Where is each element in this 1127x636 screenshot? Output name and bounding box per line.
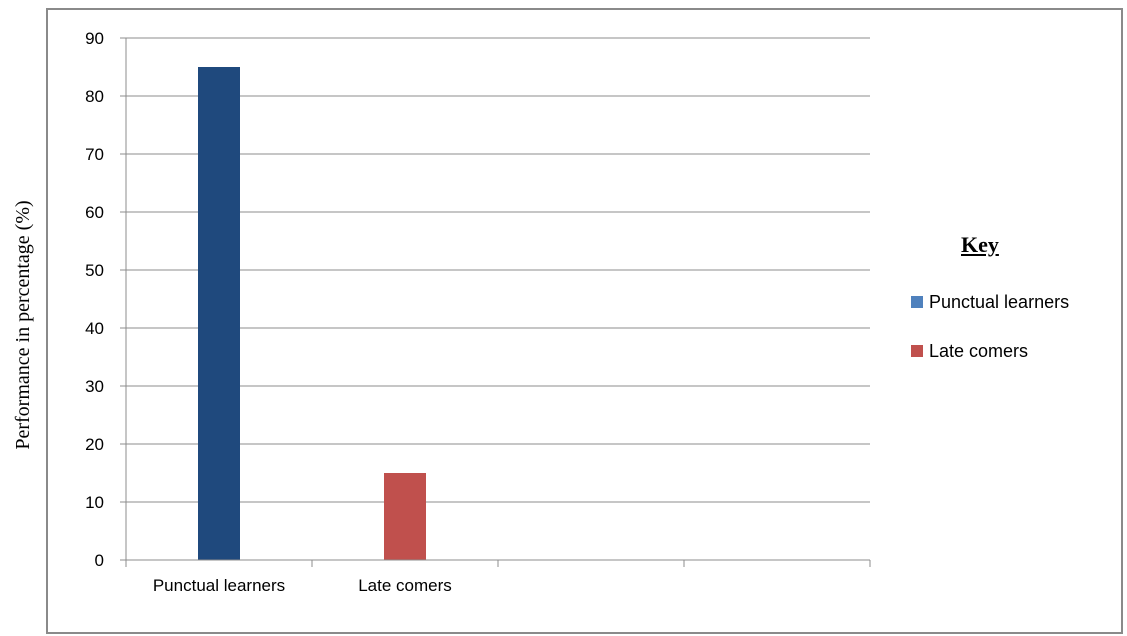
legend-swatch-late-comers [911,345,923,357]
tick-labels: 0 10 20 30 40 50 60 70 80 90 Punctual learners Late… [85,29,452,595]
x-tick-label: Late comers [358,576,452,595]
legend-label: Punctual learners [929,292,1070,312]
axes [120,37,871,567]
legend-item-late-comers: Late comers [911,342,1028,360]
x-tick-label: Punctual learners [153,576,285,595]
legend-title-box [938,216,1064,274]
y-tick-label: 10 [85,493,104,512]
bar-punctual-learners [198,67,240,560]
legend-item-punctual-learners: Punctual learners [911,293,1069,311]
y-tick-label: 20 [85,435,104,454]
y-tick-label: 0 [95,551,104,570]
y-axis-title: Performance in percentage (%) [12,200,34,449]
bars [198,67,426,560]
y-tick-label: 30 [85,377,104,396]
gridlines [126,37,870,503]
bar-late-comers [384,473,426,560]
y-tick-label: 60 [85,203,104,222]
y-tick-label: 90 [85,29,104,48]
y-tick-label: 50 [85,261,104,280]
y-tick-label: 40 [85,319,104,338]
y-tick-label: 70 [85,145,104,164]
legend-label: Late comers [929,341,1029,361]
legend-title: Key [961,232,999,257]
y-tick-label: 80 [85,87,104,106]
legend-swatch-punctual-learners [911,296,923,308]
